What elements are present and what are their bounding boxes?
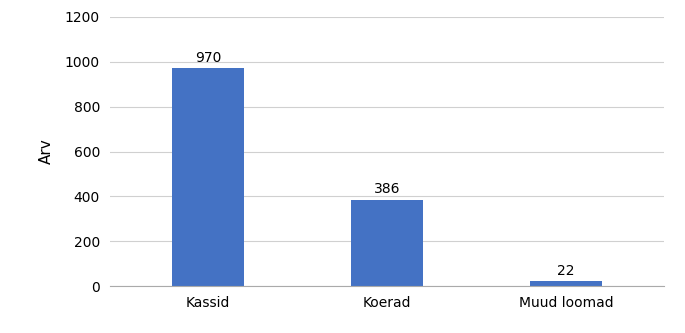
Text: 970: 970 — [195, 51, 221, 65]
Y-axis label: Arv: Arv — [38, 139, 53, 165]
Text: 22: 22 — [558, 264, 575, 278]
Bar — [351, 199, 423, 286]
Text: 386: 386 — [374, 182, 400, 196]
Bar — [530, 281, 602, 286]
Bar — [172, 68, 244, 286]
